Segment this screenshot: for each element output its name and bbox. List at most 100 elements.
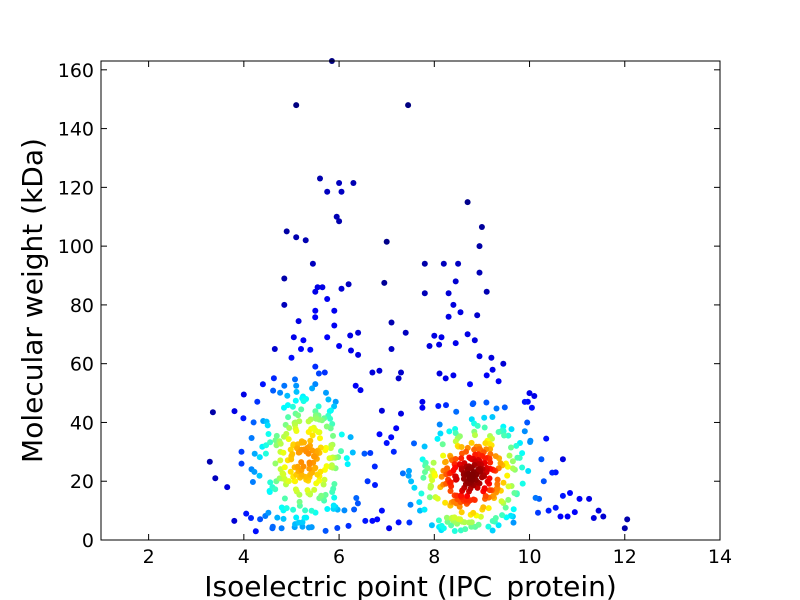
data-point bbox=[468, 439, 475, 446]
data-point bbox=[510, 506, 517, 513]
data-point bbox=[421, 290, 428, 297]
data-point bbox=[292, 397, 299, 404]
data-point bbox=[451, 528, 458, 534]
data-point bbox=[293, 388, 300, 395]
data-point bbox=[345, 522, 352, 529]
data-point bbox=[238, 460, 245, 467]
plot-area bbox=[101, 61, 720, 540]
data-point bbox=[343, 455, 350, 462]
data-point bbox=[513, 442, 520, 449]
data-point bbox=[432, 472, 438, 479]
data-point bbox=[321, 476, 328, 483]
data-point bbox=[519, 450, 526, 457]
data-point bbox=[455, 260, 462, 267]
data-point bbox=[285, 436, 292, 443]
data-point bbox=[369, 369, 376, 376]
data-point bbox=[254, 398, 261, 405]
data-point bbox=[248, 435, 255, 441]
data-point bbox=[483, 372, 490, 379]
data-point bbox=[418, 490, 425, 497]
data-point bbox=[267, 479, 274, 486]
data-point bbox=[298, 406, 305, 413]
data-point bbox=[303, 514, 310, 521]
data-point bbox=[274, 514, 281, 521]
data-point bbox=[452, 464, 459, 471]
data-point bbox=[290, 506, 297, 513]
data-point bbox=[487, 459, 494, 466]
data-point bbox=[476, 269, 483, 276]
data-point bbox=[437, 430, 444, 437]
data-point bbox=[526, 390, 533, 397]
data-point bbox=[482, 440, 489, 447]
data-point bbox=[347, 434, 354, 441]
data-point bbox=[447, 479, 454, 486]
data-point bbox=[341, 507, 348, 514]
data-point bbox=[300, 337, 307, 344]
data-point bbox=[212, 475, 219, 482]
data-point bbox=[252, 528, 259, 535]
data-point bbox=[289, 451, 296, 457]
data-point bbox=[388, 434, 395, 441]
x-tick-label: 2 bbox=[143, 546, 155, 568]
data-point bbox=[519, 464, 526, 471]
data-point bbox=[330, 432, 336, 439]
data-point bbox=[521, 398, 528, 405]
data-point bbox=[527, 439, 534, 445]
data-point bbox=[399, 470, 406, 477]
data-point bbox=[299, 523, 306, 530]
data-point bbox=[500, 479, 507, 486]
data-point bbox=[352, 382, 359, 389]
data-point bbox=[362, 517, 369, 524]
data-point bbox=[489, 366, 496, 373]
data-point bbox=[272, 486, 279, 493]
data-point bbox=[464, 493, 471, 499]
y-tick-label: 20 bbox=[70, 471, 94, 493]
data-point bbox=[315, 403, 322, 410]
data-point bbox=[324, 296, 331, 302]
data-point bbox=[406, 519, 413, 526]
data-point bbox=[265, 509, 272, 516]
data-point bbox=[438, 522, 445, 529]
data-point bbox=[452, 340, 459, 347]
data-point bbox=[320, 481, 327, 488]
data-point bbox=[419, 404, 426, 411]
x-tick-label: 10 bbox=[517, 546, 541, 568]
data-point bbox=[224, 484, 231, 491]
data-point bbox=[277, 457, 284, 464]
data-point bbox=[243, 510, 250, 517]
data-point bbox=[336, 343, 343, 349]
data-point bbox=[250, 419, 257, 426]
data-point bbox=[383, 440, 390, 446]
data-point bbox=[478, 224, 485, 230]
data-point bbox=[386, 525, 393, 532]
data-point bbox=[388, 319, 395, 326]
data-point bbox=[416, 499, 423, 506]
data-point bbox=[428, 522, 435, 529]
data-point bbox=[493, 485, 500, 492]
data-point bbox=[559, 492, 566, 499]
data-point bbox=[495, 522, 502, 529]
data-point bbox=[521, 428, 528, 435]
data-point bbox=[483, 399, 490, 406]
data-point bbox=[333, 213, 340, 220]
data-point bbox=[317, 175, 323, 182]
x-tick-label: 6 bbox=[333, 546, 345, 568]
data-point bbox=[326, 408, 333, 415]
data-point bbox=[293, 102, 300, 109]
data-point bbox=[505, 496, 512, 503]
data-point bbox=[489, 414, 496, 420]
data-point bbox=[492, 515, 499, 521]
data-point bbox=[469, 401, 476, 408]
x-axis-label: Isoelectric point (IPC_protein) bbox=[204, 570, 617, 600]
data-point bbox=[439, 441, 446, 448]
data-point bbox=[398, 369, 404, 376]
x-tick-label: 8 bbox=[428, 546, 440, 568]
data-point bbox=[312, 363, 319, 370]
data-point bbox=[354, 500, 361, 507]
data-point bbox=[293, 428, 300, 434]
data-point bbox=[511, 490, 518, 496]
data-point bbox=[481, 485, 488, 492]
data-point bbox=[431, 332, 438, 339]
data-point bbox=[306, 459, 313, 466]
data-point bbox=[298, 459, 305, 466]
